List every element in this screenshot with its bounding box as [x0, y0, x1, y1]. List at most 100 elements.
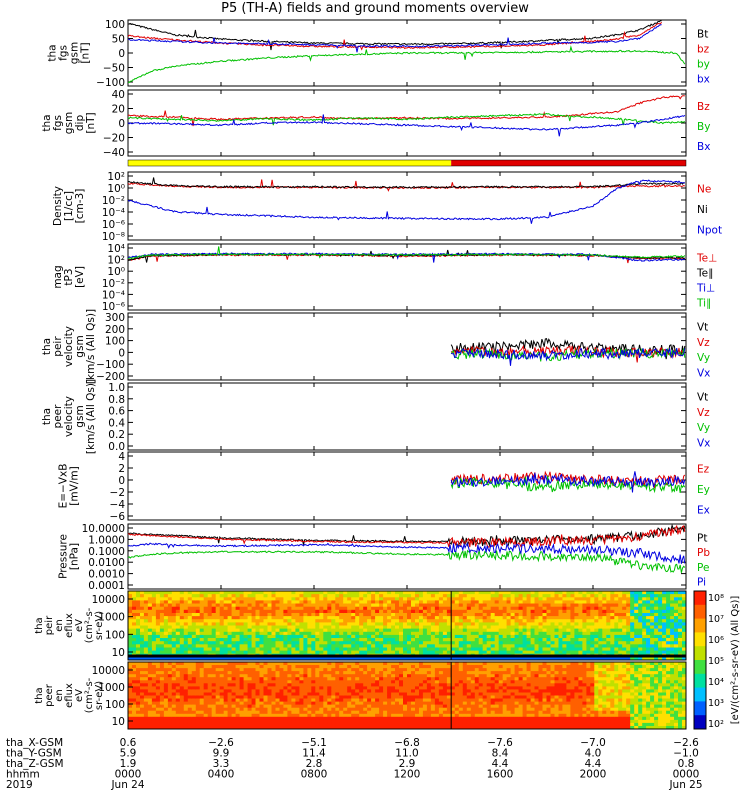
spectrogram-cell — [143, 726, 149, 730]
spectrogram-cell — [171, 634, 177, 639]
spectrogram-cell — [434, 594, 440, 598]
spectrogram-cell — [363, 638, 368, 642]
spectrogram-cell — [415, 594, 420, 598]
mode-bar-frame — [127, 159, 687, 167]
spectrogram-cell — [371, 680, 376, 684]
spectrogram-cell — [255, 674, 260, 678]
spectrogram-cell — [287, 674, 292, 678]
spectrogram-cell — [231, 594, 237, 598]
spectrogram-cell — [203, 641, 209, 645]
spectrogram-cell — [263, 722, 268, 727]
spectrogram-cell — [355, 662, 360, 666]
spectrogram-cell — [303, 701, 308, 706]
spectrogram-cell — [171, 600, 177, 604]
spectrogram-cell — [518, 647, 524, 652]
spectrogram-cell — [359, 591, 364, 595]
spectrogram-cell — [203, 686, 209, 690]
spectrogram-cell — [175, 713, 181, 718]
spectrogram-cell — [167, 671, 173, 675]
spectrogram-cell — [171, 665, 177, 669]
spectrogram-cell — [235, 680, 241, 684]
spectrogram-cell — [147, 713, 153, 718]
spectrogram-cell — [646, 631, 651, 636]
spectrogram-cell — [295, 625, 300, 630]
spectrogram-cell — [367, 668, 372, 672]
spectrogram-cell — [482, 597, 488, 601]
spectrogram-cell — [594, 625, 599, 630]
spectrogram-cell — [147, 689, 153, 693]
spectrogram-cell — [140, 644, 145, 648]
spectrogram-cell — [163, 674, 169, 678]
spectrogram-cell — [343, 665, 348, 669]
spectrogram-cell — [195, 668, 201, 672]
spectrogram-cell — [136, 671, 141, 675]
spectrogram-cell — [315, 719, 320, 724]
spectrogram-cell — [175, 606, 181, 611]
spectrogram-cell — [530, 644, 536, 648]
spectrogram-cell — [295, 692, 300, 696]
spectrogram-cell — [550, 638, 555, 642]
spectrogram-cell — [371, 609, 376, 614]
spectrogram-cell — [542, 641, 547, 645]
spectrogram-cell — [331, 692, 336, 696]
spectrogram-cell — [594, 603, 599, 608]
spectrogram-cell — [275, 662, 280, 666]
spectrogram-cell — [128, 603, 133, 608]
spectrogram-cell — [395, 698, 400, 702]
spectrogram-cell — [219, 638, 225, 642]
spectrogram-cell — [295, 719, 300, 724]
spectrogram-cell — [319, 641, 324, 645]
spectrogram-cell — [183, 625, 189, 630]
spectrogram-cell — [195, 677, 201, 681]
spectrogram-cell — [518, 625, 524, 630]
spectrogram-cell — [319, 713, 324, 718]
spectrogram-cell — [279, 647, 284, 652]
spectrogram-cell — [307, 671, 312, 675]
spectrogram-cell — [574, 594, 579, 598]
spectrogram-cell — [343, 695, 348, 699]
spectrogram-cell — [339, 616, 344, 620]
spectrogram-cell — [355, 668, 360, 672]
spectrogram-cell — [267, 641, 272, 645]
spectrogram-cell — [132, 698, 137, 702]
spectrogram-cell — [574, 641, 579, 645]
spectrogram-cell — [646, 622, 651, 626]
spectrogram-cell — [247, 638, 253, 642]
spectrogram-cell — [319, 619, 324, 623]
spectrogram-cell — [259, 628, 264, 633]
spectrogram-cell — [351, 628, 356, 633]
spectrogram-cell — [128, 671, 133, 675]
spectrogram-cell — [207, 628, 213, 633]
spectrogram-cell — [159, 683, 165, 687]
spectrogram-cell — [211, 619, 217, 623]
spectrogram-cell — [331, 609, 336, 614]
spectrogram-cell — [638, 628, 643, 633]
spectrogram-cell — [614, 613, 619, 617]
spectrogram-cell — [167, 683, 173, 687]
spectrogram-cell — [646, 600, 651, 604]
spectrogram-cell — [155, 726, 161, 730]
spectrogram-cell — [211, 647, 217, 652]
spectrogram-cell — [670, 613, 675, 617]
spectrogram-cell — [167, 625, 173, 630]
spectrogram-cell — [287, 650, 292, 655]
spectrogram-cell — [191, 609, 197, 614]
spectrogram-cell — [311, 641, 316, 645]
spectrogram-cell — [255, 606, 260, 611]
spectrogram-cell — [203, 726, 209, 730]
spectrogram-cell — [195, 695, 201, 699]
spectrogram-cell — [387, 671, 392, 675]
spectrogram-cell — [231, 625, 237, 630]
spectrogram-cell — [275, 668, 280, 672]
spectrogram-cell — [662, 591, 667, 595]
spectrogram-cell — [566, 606, 571, 611]
spectrogram-cell — [215, 638, 221, 642]
spectrogram-cell — [287, 716, 292, 721]
spectrogram-cell — [498, 625, 504, 630]
spectrogram-cell — [243, 695, 249, 699]
spectrogram-cell — [630, 619, 635, 623]
spectrogram-cell — [666, 619, 671, 623]
spectrogram-cell — [295, 689, 300, 693]
spectrogram-cell — [195, 641, 201, 645]
spectrogram-cell — [371, 597, 376, 601]
